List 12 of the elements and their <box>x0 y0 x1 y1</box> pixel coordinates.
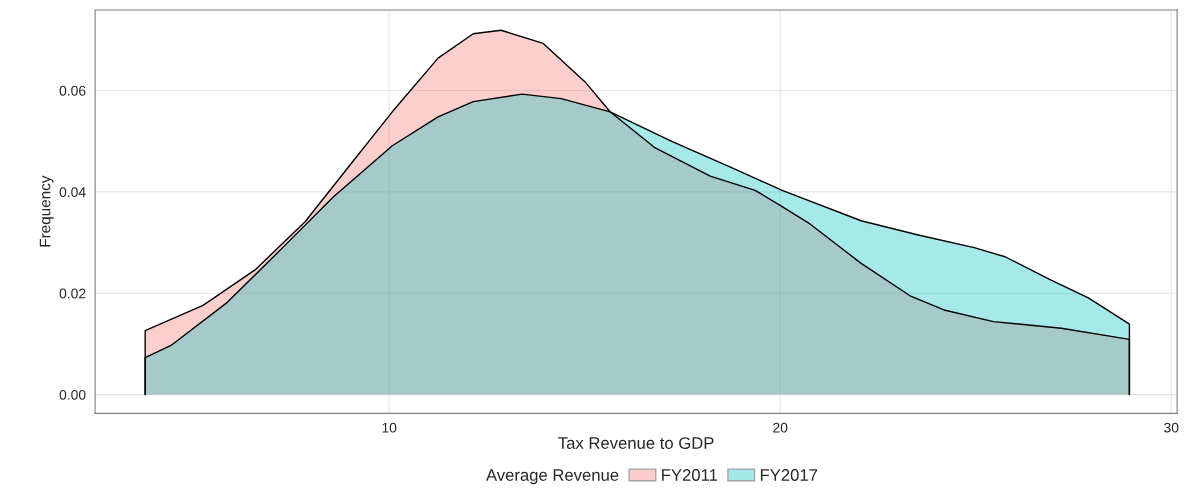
legend-label: FY2017 <box>760 469 818 481</box>
y-axis-title: Frequency <box>39 175 54 247</box>
x-axis-title: Tax Revenue to GDP <box>558 437 714 449</box>
y-tick-label: 0.06 <box>59 85 86 96</box>
x-tick-label: 30 <box>1164 422 1179 433</box>
legend-label: FY2011 <box>662 469 718 481</box>
x-tick-label: 20 <box>773 422 788 433</box>
y-tick-label: 0.02 <box>59 288 86 299</box>
x-tick-label: 10 <box>382 422 397 433</box>
y-tick-label: 0.00 <box>59 389 86 400</box>
y-tick-label: 0.04 <box>59 187 86 198</box>
legend-title: Average Revenue <box>486 469 619 485</box>
